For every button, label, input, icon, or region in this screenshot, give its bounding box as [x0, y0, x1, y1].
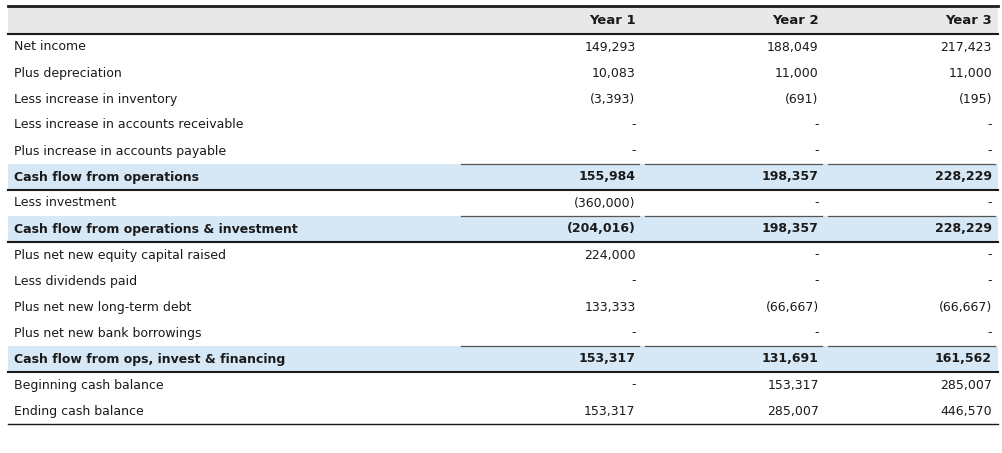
Text: -: - [631, 275, 635, 288]
Text: -: - [815, 327, 819, 339]
Text: Plus depreciation: Plus depreciation [14, 67, 122, 79]
Text: (3,393): (3,393) [590, 92, 635, 106]
Text: -: - [988, 275, 992, 288]
Text: 133,333: 133,333 [584, 300, 635, 313]
Text: -: - [815, 275, 819, 288]
Bar [8, 6, 998, 34]
Text: Less dividends paid: Less dividends paid [14, 275, 137, 288]
Text: -: - [815, 249, 819, 261]
Text: 153,317: 153,317 [768, 379, 819, 391]
Text: Less increase in accounts receivable: Less increase in accounts receivable [14, 119, 243, 131]
Text: Plus net new bank borrowings: Plus net new bank borrowings [14, 327, 201, 339]
Text: Beginning cash balance: Beginning cash balance [14, 379, 163, 391]
Text: -: - [631, 119, 635, 131]
Text: Less investment: Less investment [14, 197, 116, 209]
Text: Year 1: Year 1 [589, 14, 635, 26]
Text: 153,317: 153,317 [584, 405, 635, 418]
Text: -: - [631, 145, 635, 158]
Text: 198,357: 198,357 [762, 222, 819, 236]
Text: 188,049: 188,049 [768, 40, 819, 53]
Text: 11,000: 11,000 [948, 67, 992, 79]
Text: 155,984: 155,984 [578, 170, 635, 183]
Text: -: - [988, 197, 992, 209]
Text: 11,000: 11,000 [775, 67, 819, 79]
Text: -: - [815, 197, 819, 209]
Text: Less increase in inventory: Less increase in inventory [14, 92, 177, 106]
Text: -: - [815, 119, 819, 131]
Text: 149,293: 149,293 [584, 40, 635, 53]
Text: 161,562: 161,562 [935, 352, 992, 366]
Text: Plus increase in accounts payable: Plus increase in accounts payable [14, 145, 226, 158]
Text: Net income: Net income [14, 40, 86, 53]
Bar [8, 346, 998, 372]
Text: 131,691: 131,691 [762, 352, 819, 366]
Bar [8, 164, 998, 190]
Text: Cash flow from operations: Cash flow from operations [14, 170, 199, 183]
Text: (66,667): (66,667) [766, 300, 819, 313]
Text: -: - [631, 327, 635, 339]
Text: (66,667): (66,667) [939, 300, 992, 313]
Text: (360,000): (360,000) [574, 197, 635, 209]
Text: (195): (195) [959, 92, 992, 106]
Text: Plus net new equity capital raised: Plus net new equity capital raised [14, 249, 226, 261]
Text: (691): (691) [786, 92, 819, 106]
Text: -: - [988, 249, 992, 261]
Text: 198,357: 198,357 [762, 170, 819, 183]
Text: Year 3: Year 3 [945, 14, 992, 26]
Text: Year 2: Year 2 [773, 14, 819, 26]
Text: 10,083: 10,083 [592, 67, 635, 79]
Text: 285,007: 285,007 [940, 379, 992, 391]
Text: 153,317: 153,317 [578, 352, 635, 366]
Bar [8, 216, 998, 242]
Text: 224,000: 224,000 [584, 249, 635, 261]
Text: (204,016): (204,016) [567, 222, 635, 236]
Text: 228,229: 228,229 [935, 222, 992, 236]
Text: -: - [988, 119, 992, 131]
Text: 446,570: 446,570 [940, 405, 992, 418]
Text: Plus net new long-term debt: Plus net new long-term debt [14, 300, 191, 313]
Text: Cash flow from operations & investment: Cash flow from operations & investment [14, 222, 298, 236]
Text: -: - [631, 379, 635, 391]
Text: Ending cash balance: Ending cash balance [14, 405, 143, 418]
Text: -: - [988, 145, 992, 158]
Text: -: - [988, 327, 992, 339]
Text: 217,423: 217,423 [941, 40, 992, 53]
Text: -: - [815, 145, 819, 158]
Text: 285,007: 285,007 [767, 405, 819, 418]
Text: Cash flow from ops, invest & financing: Cash flow from ops, invest & financing [14, 352, 286, 366]
Text: 228,229: 228,229 [935, 170, 992, 183]
